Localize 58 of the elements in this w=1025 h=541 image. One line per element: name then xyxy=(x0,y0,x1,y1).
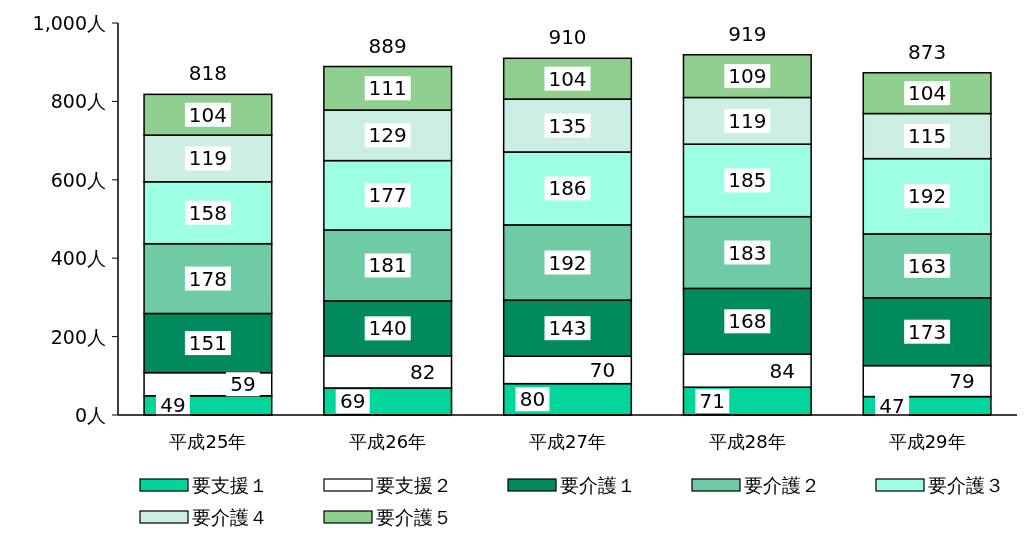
y-tick-label: 600人 xyxy=(50,168,106,191)
data-label: 181 xyxy=(368,253,407,278)
x-tick-label: 平成29年 xyxy=(888,431,966,452)
legend-label: 要介護４ xyxy=(192,506,268,528)
total-label: 873 xyxy=(908,39,947,64)
data-label: 84 xyxy=(769,358,796,383)
data-label: 183 xyxy=(728,240,767,265)
data-label: 192 xyxy=(908,184,947,209)
data-label: 80 xyxy=(519,387,546,412)
data-label: 111 xyxy=(368,76,407,101)
data-label: 178 xyxy=(188,266,227,291)
legend-label: 要介護３ xyxy=(928,474,1004,496)
legend-label: 要介護５ xyxy=(376,506,452,528)
data-label: 163 xyxy=(908,253,947,278)
total-label: 889 xyxy=(368,33,407,58)
data-label: 104 xyxy=(188,102,227,127)
legend-label: 要介護２ xyxy=(744,474,820,496)
data-label: 70 xyxy=(589,357,616,382)
y-tick-label: 200人 xyxy=(50,325,106,348)
legend-label: 要支援２ xyxy=(376,474,452,496)
total-label: 910 xyxy=(548,25,587,50)
y-tick-label: 800人 xyxy=(50,90,106,113)
data-label: 49 xyxy=(160,393,186,418)
y-tick-label: 400人 xyxy=(50,247,106,270)
data-label: 192 xyxy=(548,250,587,275)
total-label: 919 xyxy=(728,21,767,46)
data-label: 158 xyxy=(188,200,227,225)
y-tick-label: 1,000人 xyxy=(32,12,106,34)
data-label: 104 xyxy=(908,81,947,106)
data-label: 177 xyxy=(368,183,407,208)
data-label: 115 xyxy=(908,124,947,149)
data-label: 119 xyxy=(188,146,227,171)
data-label: 79 xyxy=(949,369,975,394)
data-label: 109 xyxy=(728,64,767,89)
total-label: 818 xyxy=(188,61,227,86)
data-label: 143 xyxy=(548,316,587,341)
legend-label: 要支援１ xyxy=(192,474,268,496)
data-label: 185 xyxy=(728,168,767,193)
data-label: 140 xyxy=(368,316,407,341)
data-label: 104 xyxy=(548,66,587,91)
data-label: 186 xyxy=(548,176,587,201)
data-label: 129 xyxy=(368,123,407,148)
data-label: 82 xyxy=(409,359,436,384)
data-label: 47 xyxy=(879,393,905,418)
data-label: 135 xyxy=(548,113,587,138)
y-tick-label: 0人 xyxy=(74,404,106,426)
x-tick-label: 平成25年 xyxy=(169,431,247,452)
data-label: 119 xyxy=(728,108,767,133)
legend-label: 要介護１ xyxy=(560,474,636,496)
data-label: 151 xyxy=(188,331,227,356)
data-label: 69 xyxy=(339,389,366,414)
x-tick-label: 平成27年 xyxy=(529,431,606,452)
x-tick-label: 平成28年 xyxy=(708,431,786,452)
data-label: 168 xyxy=(728,309,767,334)
data-label: 173 xyxy=(908,319,947,344)
data-label: 59 xyxy=(230,372,256,397)
data-label: 71 xyxy=(699,389,726,414)
x-tick-label: 平成26年 xyxy=(349,431,427,452)
